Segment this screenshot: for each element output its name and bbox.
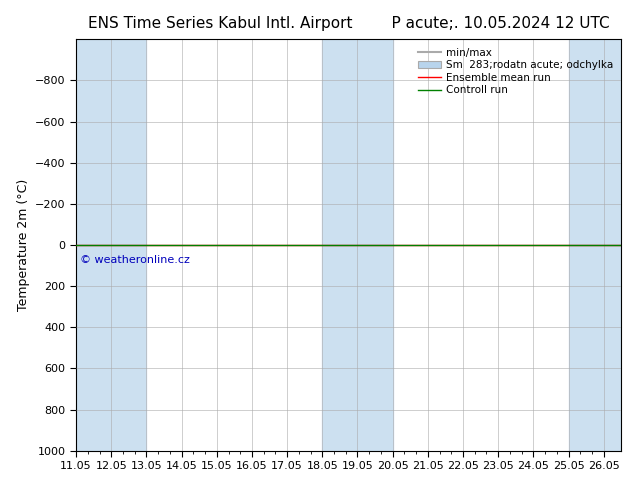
Y-axis label: Temperature 2m (°C): Temperature 2m (°C)	[16, 179, 30, 311]
Bar	[76, 39, 146, 451]
Text: © weatheronline.cz: © weatheronline.cz	[80, 255, 190, 265]
Bar	[569, 39, 621, 451]
Bar	[322, 39, 392, 451]
Legend: min/max, Sm  283;rodatn acute; odchylka, Ensemble mean run, Controll run: min/max, Sm 283;rodatn acute; odchylka, …	[415, 45, 616, 98]
Title: ENS Time Series Kabul Intl. Airport        P acute;. 10.05.2024 12 UTC: ENS Time Series Kabul Intl. Airport P ac…	[88, 16, 609, 31]
